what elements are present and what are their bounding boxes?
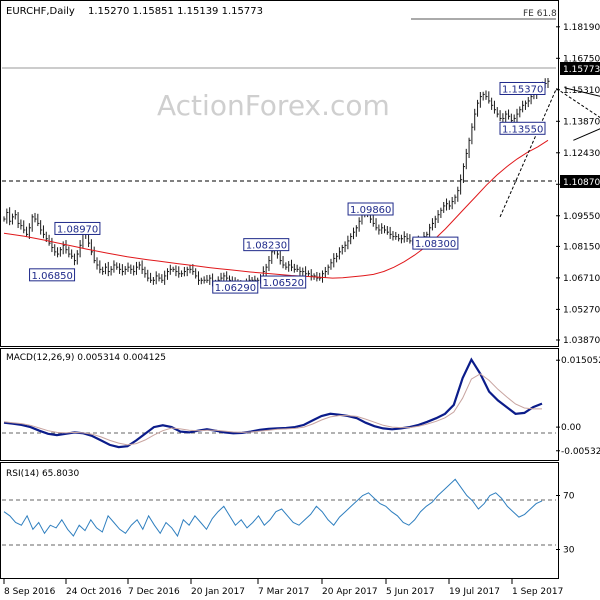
price-tick-label: 1.03870 [563,336,600,346]
price-label: 1.09860 [350,205,391,216]
trend-dashed-line [499,88,557,218]
chart-title: EURCHF,Daily [6,6,75,17]
price-annotations: 1.08970 1.06850 1.08230 1.06290 1.06520 1.098… [29,81,546,294]
price-label: 1.08300 [415,239,456,250]
macd-line [3,357,543,449]
x-tick-label: 20 Apr 2017 [322,587,378,597]
x-tick-label: 5 Jun 2017 [386,587,434,597]
x-tick-label: 8 Sep 2016 [4,587,56,597]
rsi-title: RSI(14) 65.8030 [6,469,79,479]
price-tick-label: 1.16750 [563,54,600,64]
macd-panel-frame [0,348,559,461]
x-tick-label: 7 Mar 2017 [258,587,309,597]
price-label: 1.08970 [57,224,98,235]
level-price-label: 1.10870 [563,178,600,188]
rsi-panel-frame [0,462,559,579]
retrace-dashed-line [556,88,600,119]
price-tick-label: 1.15310 [563,86,600,96]
price-label: 1.08230 [246,241,287,252]
ohlc-readout: 1.15270 1.15851 1.15139 1.15773 [88,6,263,17]
moving-average-line [3,139,549,279]
price-label-box [54,221,101,235]
rsi-tick-label: 70 [563,492,575,502]
level-price-box [560,175,600,188]
triangle-upper-line [564,87,600,97]
price-tick-label: 1.18190 [563,23,600,33]
macd-tick-label: 0.015052 [561,356,600,366]
macd-layer [3,357,543,449]
macd-axis: 0.015052 0.00 -0.005321 [556,356,600,457]
macd-tick-label: 0.00 [561,423,581,433]
price-tick-label: 1.13870 [563,117,600,127]
x-tick-label: 20 Jan 2017 [191,587,245,597]
x-axis: 8 Sep 2016 24 Oct 2016 7 Dec 2016 20 Jan 20… [3,579,563,597]
price-label-box [243,238,290,252]
price-label-box [29,268,76,282]
x-tick-label: 1 Sep 2017 [512,587,563,597]
x-tick-label: 19 Jul 2017 [449,587,500,597]
price-label-box [499,121,546,135]
rsi-line [3,478,543,538]
price-label: 1.15370 [502,84,543,95]
rsi-axis: 70 30 [556,492,575,556]
current-price-label: 1.15773 [563,65,600,75]
current-price-box [560,62,600,75]
rsi-layer [3,478,543,538]
price-label: 1.13550 [502,124,543,135]
price-tick-label: 1.08150 [563,242,600,252]
price-label-box [260,275,307,289]
price-label-box [347,202,394,216]
price-label: 1.06520 [263,278,304,289]
x-tick-label: 24 Oct 2016 [66,587,122,597]
price-panel-frame [0,0,559,347]
price-tick-label: 1.12430 [563,149,600,159]
macd-tick-label: -0.005321 [561,447,600,457]
x-tick-label: 7 Dec 2016 [128,587,180,597]
fib-level-label: FE 61.8 [523,9,557,19]
triangle-lower-line [573,128,600,141]
macd-title: MACD(12,26,9) 0.005314 0.004125 [6,353,166,363]
price-tick-label: 1.09550 [563,212,600,222]
price-label-box [212,280,259,294]
price-label-box [412,236,459,250]
price-label: 1.06850 [32,271,73,282]
price-tick-label: 1.05270 [563,305,600,315]
price-label-box [499,81,546,95]
price-tick-label: 1.06710 [563,274,600,284]
price-label: 1.06290 [215,283,256,294]
macd-signal-line [3,373,542,446]
rsi-tick-label: 30 [563,546,575,556]
watermark: ActionForex.com [157,89,390,122]
